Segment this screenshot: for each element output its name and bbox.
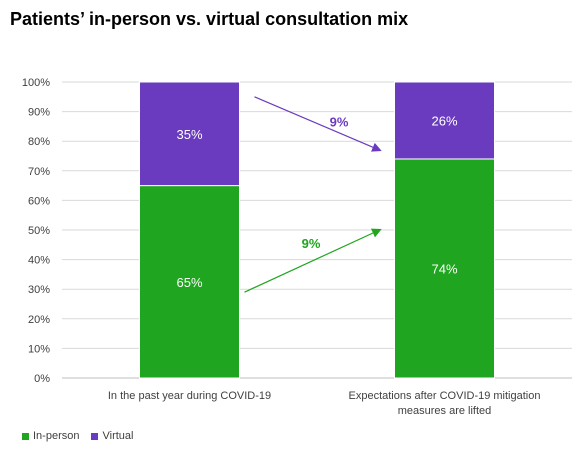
y-tick-label: 40% xyxy=(28,255,50,267)
y-tick-label: 50% xyxy=(28,225,50,237)
x-tick-label: measures are lifted xyxy=(398,405,492,417)
chart-title: Patients’ in-person vs. virtual consulta… xyxy=(10,9,409,29)
legend-item-in-person: In-person xyxy=(22,430,79,442)
legend-swatch-virtual xyxy=(91,432,99,440)
bar-virtual-0 xyxy=(139,81,240,187)
data-label: 74% xyxy=(431,261,457,276)
change-label-virtual: 9% xyxy=(330,114,349,129)
data-label: 26% xyxy=(431,113,457,128)
y-tick-label: 30% xyxy=(28,284,50,296)
y-tick-label: 100% xyxy=(22,77,50,89)
y-tick-label: 0% xyxy=(34,373,50,385)
x-tick-label: In the past year during COVID-19 xyxy=(108,390,271,402)
legend-item-virtual: Virtual xyxy=(91,430,133,442)
y-tick-label: 70% xyxy=(28,166,50,178)
legend-label-virtual: Virtual xyxy=(102,430,134,442)
bar-in-person-1 xyxy=(394,158,495,379)
bar-virtual-1 xyxy=(394,81,495,160)
bar-in-person-0 xyxy=(139,185,240,379)
y-tick-label: 90% xyxy=(28,107,50,119)
y-tick-label: 10% xyxy=(28,343,50,355)
legend: In-person Virtual xyxy=(22,430,133,442)
legend-swatch-in-person xyxy=(22,432,29,440)
data-label: 65% xyxy=(176,275,202,290)
y-tick-label: 80% xyxy=(28,136,50,148)
change-arrow-in-person xyxy=(244,228,382,293)
change-label-in-person: 9% xyxy=(302,236,321,251)
x-tick-label: Expectations after COVID-19 mitigation xyxy=(349,390,541,402)
y-tick-label: 60% xyxy=(28,195,50,207)
legend-label-in-person: In-person xyxy=(33,430,80,442)
data-label: 35% xyxy=(176,127,202,142)
change-arrow-virtual xyxy=(254,96,382,152)
y-tick-label: 20% xyxy=(28,314,50,326)
